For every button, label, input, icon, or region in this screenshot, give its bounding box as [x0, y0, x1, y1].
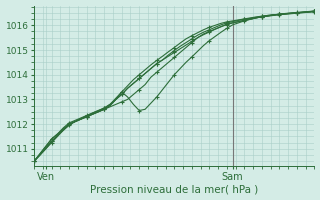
- X-axis label: Pression niveau de la mer( hPa ): Pression niveau de la mer( hPa ): [90, 184, 259, 194]
